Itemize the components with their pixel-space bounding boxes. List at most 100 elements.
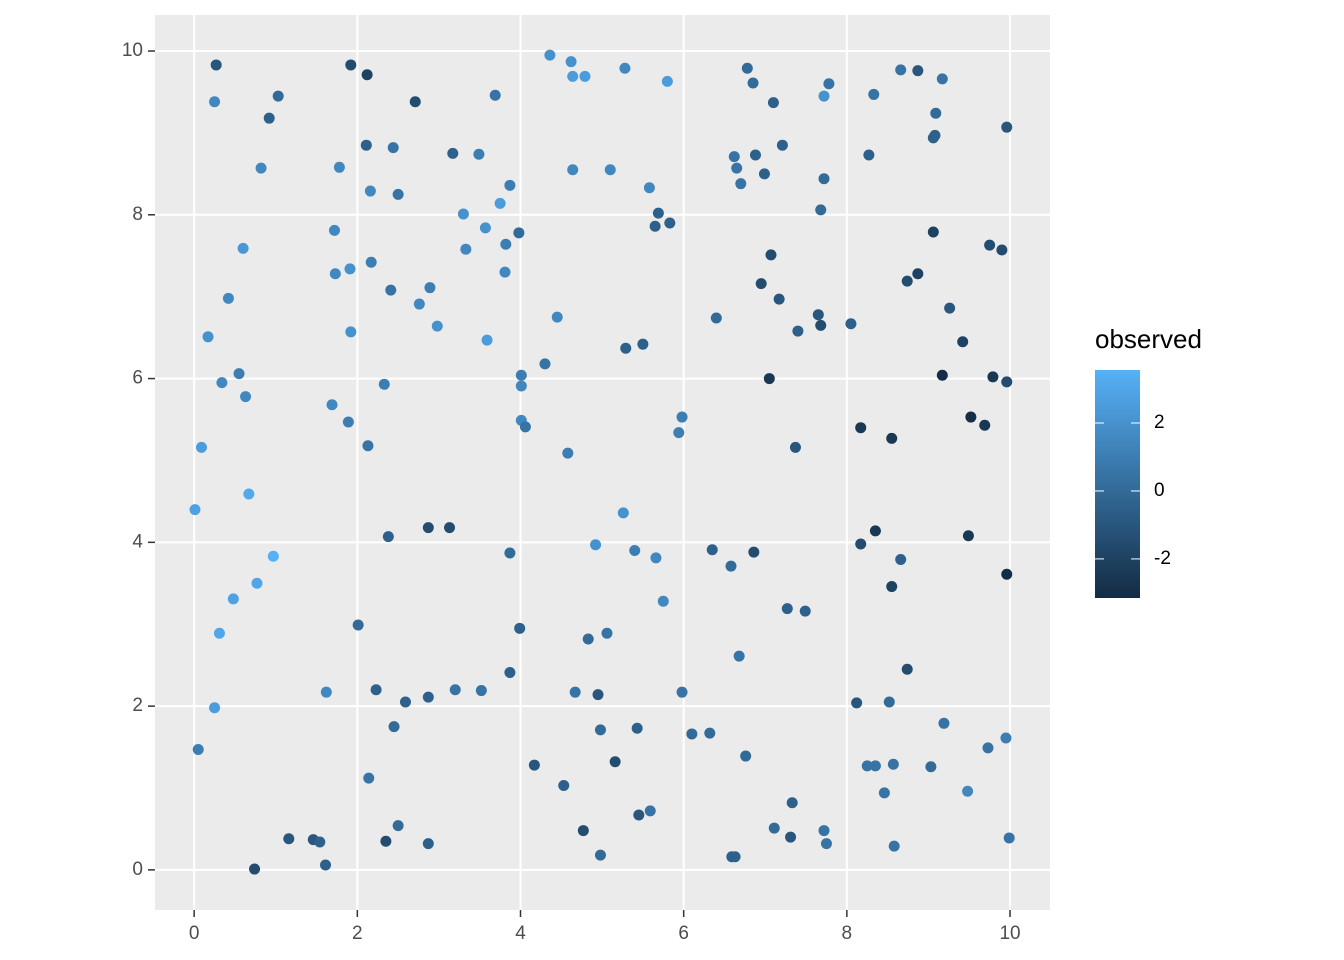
point [812,309,824,321]
point [725,560,737,572]
point [569,686,581,698]
x-tick-label: 6 [678,923,689,944]
point [820,838,832,850]
point [227,593,239,605]
point [263,112,275,124]
point [422,838,434,850]
point [758,168,770,180]
point [786,797,798,809]
point [213,627,225,639]
point [799,605,811,617]
point [237,242,249,254]
point [413,298,425,310]
y-tick-label: 6 [132,368,143,389]
point [360,139,372,151]
point [657,595,669,607]
point [686,728,698,740]
point [1003,832,1015,844]
point [604,164,616,176]
point [577,825,589,837]
point [731,162,743,174]
point [513,227,525,239]
point [1001,376,1013,388]
point [895,554,907,566]
point [815,204,827,216]
point [342,416,354,428]
point [345,59,357,71]
point [781,603,793,615]
x-tick-label: 8 [842,923,853,944]
point [326,399,338,411]
point [733,650,745,662]
point [741,62,753,74]
point [765,249,777,261]
point [272,90,284,102]
point [479,222,491,234]
point [987,371,999,383]
point [706,544,718,556]
point [515,369,527,381]
point [996,244,1008,256]
point [314,836,326,848]
point [457,208,469,220]
point [763,373,775,385]
colorbar-label: 0 [1154,480,1165,501]
point [329,268,341,280]
point [962,530,974,542]
point [982,742,994,754]
point [382,531,394,543]
point [481,334,493,346]
point [629,545,641,557]
point [789,441,801,453]
point [210,59,222,71]
colorbar-label: 2 [1154,412,1165,433]
point [392,188,404,200]
point [544,49,556,61]
point [202,331,214,343]
point [818,90,830,102]
point [363,772,375,784]
point [979,419,991,431]
point [409,96,421,108]
point [927,132,939,144]
point [320,686,332,698]
point [704,727,716,739]
point [878,787,890,799]
point [519,421,531,433]
point [567,70,579,82]
point [863,149,875,161]
point [216,377,228,389]
point [962,785,974,797]
point [380,835,392,847]
point [233,368,245,380]
point [748,546,760,558]
point [399,696,411,708]
point [422,691,434,703]
point [1000,732,1012,744]
point [735,178,747,190]
point [650,552,662,564]
point [344,263,356,275]
point [869,760,881,772]
point [749,149,761,161]
point [886,432,898,444]
point [504,179,516,191]
point [673,427,685,439]
colorbar [1095,370,1140,598]
point [209,96,221,108]
point [222,292,234,304]
point [661,75,673,87]
point [620,342,632,354]
point [729,851,741,863]
point [912,268,924,280]
point [431,320,443,332]
colorbar-label: -2 [1154,548,1171,569]
point [594,724,606,736]
y-tick-label: 4 [132,531,143,552]
point [558,780,570,792]
point [582,633,594,645]
y-tick-label: 10 [122,40,143,61]
point [868,88,880,100]
point [579,70,591,82]
point [392,820,404,832]
